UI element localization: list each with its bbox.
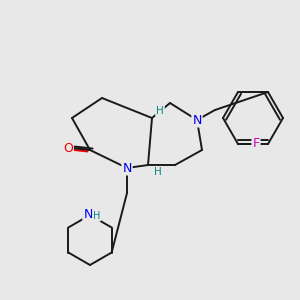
Text: H: H [154,167,162,177]
Text: N: N [83,208,93,221]
Text: N: N [192,113,202,127]
Text: O: O [63,142,73,154]
Text: H: H [93,211,100,221]
Text: N: N [122,161,132,175]
Text: H: H [156,106,164,116]
Text: F: F [252,137,260,151]
